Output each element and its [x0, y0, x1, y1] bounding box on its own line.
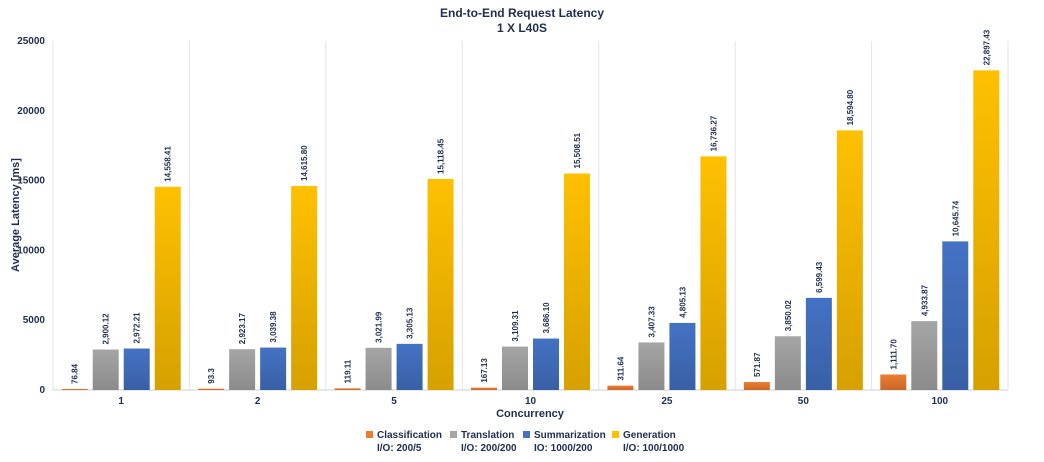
- bar-generation-50: [836, 130, 863, 390]
- legend-io: I/O: 200/5: [377, 443, 422, 454]
- legend-label: Classification: [377, 430, 442, 441]
- data-label: 2,923.17: [238, 313, 247, 345]
- data-label: 76.84: [71, 363, 80, 384]
- x-tick-label: 1: [118, 396, 124, 407]
- legend-swatch-classification: [366, 431, 373, 438]
- legend-swatch-summarization: [523, 431, 530, 438]
- bar-classification-25: [607, 385, 634, 390]
- y-tick-label: 25000: [17, 36, 45, 47]
- bar-translation-100: [911, 321, 938, 390]
- data-label: 15,508.51: [573, 132, 582, 168]
- data-label: 3,021.99: [375, 311, 384, 343]
- bar-classification-10: [471, 387, 497, 390]
- y-axis-ticks: 0 5000 10000 15000 20000 25000: [17, 36, 45, 396]
- data-label: 311.64: [616, 356, 625, 381]
- bar-classification-2: [198, 388, 225, 390]
- bar-classification-5: [334, 388, 361, 390]
- x-tick-label: 10: [525, 396, 537, 407]
- data-label: 2,972.21: [133, 312, 142, 344]
- x-tick-label: 100: [931, 396, 948, 407]
- bar-classification-100: [880, 374, 907, 390]
- x-tick-label: 50: [798, 396, 810, 407]
- y-tick-label: 20000: [17, 106, 45, 117]
- bar-translation-1: [92, 349, 119, 390]
- x-tick-label: 5: [391, 396, 397, 407]
- data-label: 119.11: [344, 359, 353, 383]
- data-label: 14,558.41: [164, 146, 173, 182]
- grid-lines: [52, 41, 1009, 391]
- data-label: 4,933.87: [920, 284, 929, 316]
- legend-label: Generation: [623, 430, 676, 441]
- bar-generation-1: [154, 186, 181, 390]
- data-label: 4,805.13: [678, 286, 687, 318]
- bar-classification-1: [61, 388, 88, 390]
- data-label: 3,109.31: [511, 310, 520, 342]
- bar-classification-50: [743, 382, 770, 390]
- bar-translation-10: [502, 346, 528, 390]
- legend: Classification I/O: 200/5 Translation I/O: …: [366, 430, 685, 454]
- bar-generation-2: [291, 185, 318, 390]
- chart-subtitle: 1 X L40S: [497, 21, 547, 35]
- legend-io: IO: 1000/200: [534, 443, 593, 454]
- data-label: 16,736.27: [709, 115, 718, 151]
- bar-generation-25: [700, 156, 727, 390]
- data-label: 22,897.43: [982, 29, 991, 65]
- bar-translation-25: [638, 342, 665, 390]
- data-label: 14,615.80: [300, 145, 309, 181]
- data-label: 18,594.80: [846, 89, 855, 125]
- data-label: 3,039.38: [269, 311, 278, 343]
- legend-swatch-translation: [450, 431, 457, 438]
- legend-io: I/O: 100/1000: [623, 443, 685, 454]
- legend-label: Summarization: [534, 430, 606, 441]
- data-label: 167.13: [480, 358, 489, 383]
- y-tick-label: 0: [39, 385, 45, 396]
- x-tick-label: 2: [255, 396, 261, 407]
- bar-summarization-2: [260, 347, 287, 390]
- x-axis-label: Concurrency: [496, 408, 565, 420]
- data-labels: 76.84 2,900.12 2,972.21 14,558.41 93.3 2,923.…: [71, 29, 992, 384]
- data-label: 1,111.70: [889, 339, 898, 370]
- bar-generation-5: [427, 178, 454, 390]
- y-tick-label: 10000: [17, 245, 45, 256]
- data-label: 6,599.43: [815, 261, 824, 293]
- data-label: 571.87: [753, 352, 762, 377]
- data-label: 15,118.45: [437, 138, 446, 174]
- data-label: 2,900.12: [102, 313, 111, 345]
- bar-summarization-1: [123, 348, 150, 390]
- y-tick-label: 5000: [23, 315, 46, 326]
- legend-io: I/O: 200/200: [461, 443, 517, 454]
- chart-title: End-to-End Request Latency: [440, 6, 604, 20]
- bar-summarization-5: [396, 343, 423, 390]
- bar-summarization-10: [533, 338, 559, 390]
- bar-translation-5: [365, 347, 392, 390]
- data-label: 3,850.02: [784, 300, 793, 332]
- y-tick-label: 15000: [17, 176, 45, 187]
- bar-summarization-50: [805, 297, 832, 390]
- bars: [61, 70, 1000, 391]
- y-axis-label: Average Latency [ms]: [10, 158, 22, 272]
- data-label: 3,686.10: [542, 302, 551, 334]
- bar-translation-2: [229, 349, 256, 390]
- data-label: 3,407.33: [647, 306, 656, 338]
- bar-summarization-100: [942, 241, 969, 390]
- bar-generation-10: [564, 173, 590, 390]
- bar-translation-50: [774, 336, 801, 390]
- data-label: 3,305.13: [406, 307, 415, 339]
- legend-swatch-generation: [612, 431, 619, 438]
- bar-summarization-25: [669, 322, 696, 390]
- data-label: 10,645.74: [951, 200, 960, 236]
- x-axis-ticks: 1 2 5 10 25 50 100: [118, 396, 948, 407]
- bar-generation-100: [973, 70, 1000, 391]
- data-label: 93.3: [207, 368, 216, 384]
- legend-label: Translation: [461, 430, 514, 441]
- x-tick-label: 25: [661, 396, 673, 407]
